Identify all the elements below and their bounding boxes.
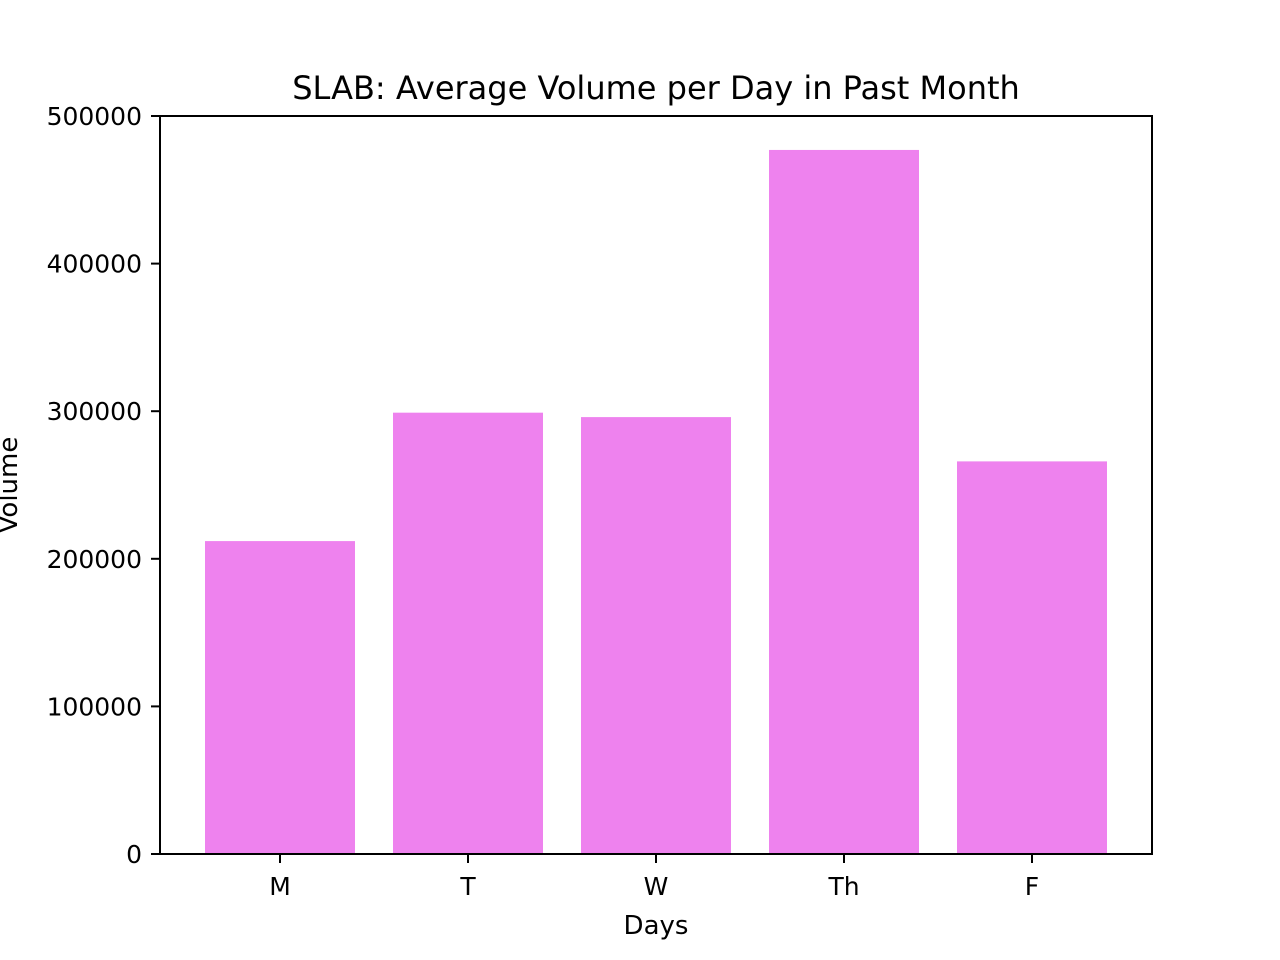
bars-group <box>205 149 1107 854</box>
x-tick-label: F <box>1025 872 1039 901</box>
x-tick-label: M <box>269 872 291 901</box>
chart-title: SLAB: Average Volume per Day in Past Mon… <box>292 69 1020 107</box>
bar-th <box>769 149 919 854</box>
y-tick-label: 0 <box>126 840 142 869</box>
y-tick-label: 100000 <box>47 692 142 721</box>
bar-m <box>205 541 355 854</box>
x-tick-label: W <box>644 872 669 901</box>
bar-w <box>581 417 731 854</box>
y-axis: 0 100000 200000 300000 400000 500000 <box>47 102 160 869</box>
x-axis: M T W Th F <box>269 854 1039 901</box>
x-axis-label: Days <box>624 911 689 941</box>
plot-frame <box>159 115 1153 855</box>
bar-t <box>393 412 543 854</box>
y-axis-label: Volume <box>0 437 24 534</box>
x-tick-label: Th <box>827 872 859 901</box>
x-tick-label: T <box>459 872 476 901</box>
y-tick-label: 400000 <box>47 250 142 279</box>
y-tick-label: 300000 <box>47 397 142 426</box>
y-tick-label: 500000 <box>47 102 142 131</box>
y-tick-label: 200000 <box>47 545 142 574</box>
bar-f <box>957 461 1107 854</box>
